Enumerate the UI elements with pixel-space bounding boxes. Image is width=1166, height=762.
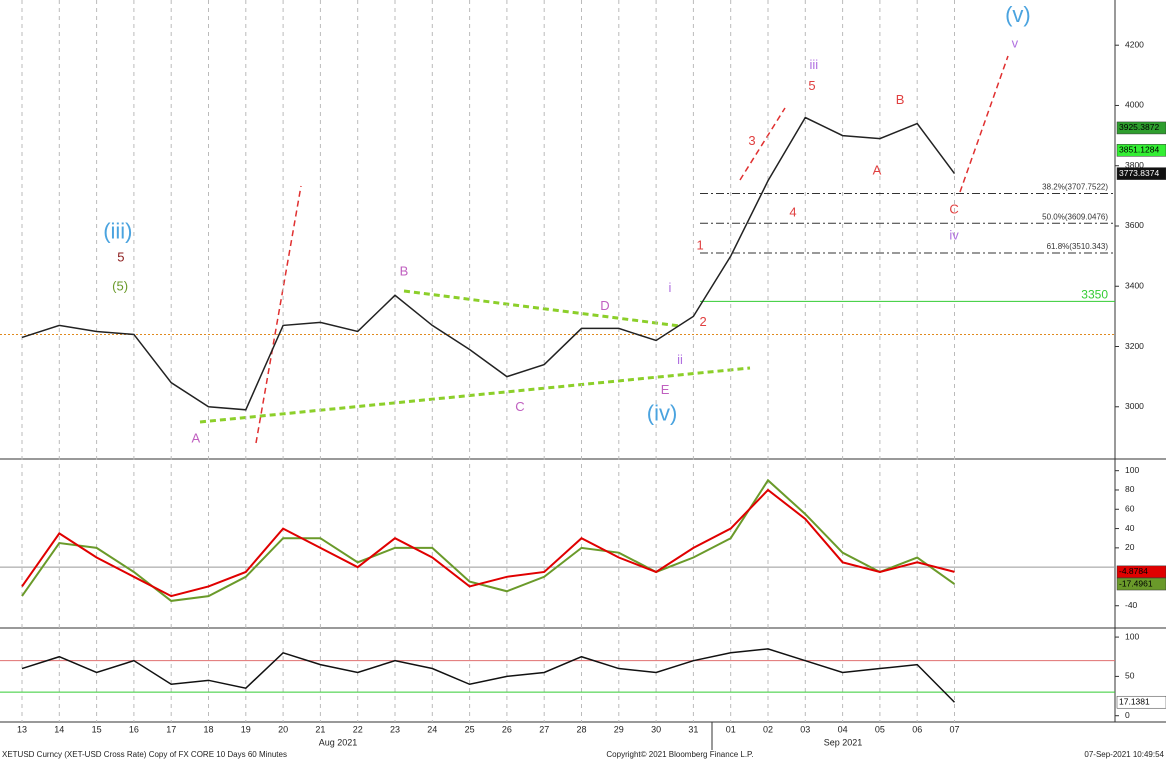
x-tick-label: 13: [17, 724, 27, 734]
x-tick-label: 07: [949, 724, 959, 734]
triangle-upper: [403, 289, 681, 328]
wave-label: B: [896, 92, 905, 107]
x-tick-label: 20: [278, 724, 288, 734]
x-tick-label: 04: [838, 724, 848, 734]
value-tag-label: 3851.1284: [1119, 145, 1159, 155]
wave-label: v: [1012, 36, 1019, 51]
arrow-line: [739, 107, 786, 181]
x-tick-label: 02: [763, 724, 773, 734]
x-tick-label: 23: [390, 724, 400, 734]
price-line: [21, 116, 956, 411]
x-tick-label: 31: [688, 724, 698, 734]
price-line: [21, 648, 956, 703]
x-tick-label: 05: [875, 724, 885, 734]
trendlines: [199, 55, 1009, 444]
x-tick-label: 30: [651, 724, 661, 734]
footer-right: 07-Sep-2021 10:49:54: [1084, 750, 1164, 759]
y-tick-label: 3000: [1125, 401, 1144, 411]
triangle-lower: [199, 366, 751, 424]
value-tag: [1116, 577, 1166, 591]
series-line: [21, 488, 955, 598]
level-label: 50.0%(3609.0476): [1042, 212, 1108, 221]
y-tick-label: 4000: [1125, 100, 1144, 110]
level-label: 61.8%(3510.343): [1047, 242, 1109, 251]
y-tick-label: 3800: [1125, 160, 1144, 170]
y-tick-label: 80: [1125, 484, 1135, 494]
x-tick-label: 15: [92, 724, 102, 734]
wave-label: 3: [748, 133, 755, 148]
wave-label: (v): [1005, 2, 1031, 27]
wave-label: 5: [117, 250, 124, 265]
wave-label: C: [515, 399, 524, 414]
x-tick-label: 24: [427, 724, 437, 734]
x-tick-label: 22: [353, 724, 363, 734]
x-tick-label: 19: [241, 724, 251, 734]
wave-label: 1: [696, 238, 703, 253]
footer-left: XETUSD Curncy (XET-USD Cross Rate) Copy …: [2, 750, 287, 759]
month-label: Sep 2021: [824, 737, 863, 747]
footer-center: Copyright© 2021 Bloomberg Finance L.P.: [606, 750, 753, 759]
value-tag: [1116, 167, 1166, 180]
x-tick-label: 06: [912, 724, 922, 734]
y-tick-label: 3200: [1125, 341, 1144, 351]
level-label: 3350: [1081, 287, 1108, 301]
value-tag-label: -4.8784: [1119, 566, 1148, 576]
x-tick-label: 25: [465, 724, 475, 734]
month-label: Aug 2021: [319, 737, 358, 747]
wave-label: (iv): [647, 401, 678, 426]
wave-label: (iii): [103, 219, 132, 244]
y-tick-label: 50: [1125, 671, 1135, 681]
wave-label: (5): [112, 279, 128, 294]
y-tick-label: 20: [1125, 542, 1135, 552]
y-tick-label: 100: [1125, 631, 1139, 641]
x-tick-label: 18: [203, 724, 213, 734]
level-label: 38.2%(3707.7522): [1042, 183, 1108, 192]
y-tick-label: 100: [1125, 465, 1139, 475]
x-tick-label: 26: [502, 724, 512, 734]
x-tick-label: 01: [726, 724, 736, 734]
y-tick-label: 3600: [1125, 220, 1144, 230]
value-tag-label: 3773.8374: [1119, 168, 1159, 178]
y-tick-label: 0: [1125, 710, 1130, 720]
wave-label: 4: [789, 204, 796, 219]
x-tick-label: 29: [614, 724, 624, 734]
wave-label: 2: [699, 314, 706, 329]
value-tag-label: 3925.3872: [1119, 122, 1159, 132]
value-tag: [1116, 121, 1166, 135]
arrow-line: [959, 55, 1009, 193]
x-tick-label: 03: [800, 724, 810, 734]
wave-label: iii: [810, 57, 819, 72]
wave-label: 5: [808, 78, 815, 93]
x-tick-label: 28: [576, 724, 586, 734]
value-tag: [1116, 144, 1166, 157]
arrow-line: [255, 185, 302, 444]
y-tick-label: 40: [1125, 523, 1135, 533]
wave-label: A: [873, 162, 882, 177]
value-tag: [1116, 695, 1166, 709]
value-tag-label: -17.4961: [1119, 578, 1153, 588]
wave-label: C: [949, 201, 958, 216]
y-tick-label: 60: [1125, 504, 1135, 514]
wave-label: iv: [949, 227, 959, 242]
wave-label: ii: [677, 352, 683, 367]
wave-label: i: [668, 280, 671, 295]
x-tick-label: 17: [166, 724, 176, 734]
x-tick-label: 16: [129, 724, 139, 734]
wave-label: D: [600, 298, 609, 313]
y-tick-label: 3400: [1125, 281, 1144, 291]
x-tick-label: 27: [539, 724, 549, 734]
x-tick-label: 21: [315, 724, 325, 734]
wave-label: A: [191, 430, 200, 445]
wave-label: E: [661, 382, 670, 397]
y-tick-label: 4200: [1125, 39, 1144, 49]
series-line: [21, 478, 956, 602]
y-tick-label: -40: [1125, 600, 1138, 610]
x-tick-label: 14: [54, 724, 64, 734]
value-tag-label: 17.1381: [1119, 696, 1150, 706]
wave-label: B: [400, 264, 409, 279]
